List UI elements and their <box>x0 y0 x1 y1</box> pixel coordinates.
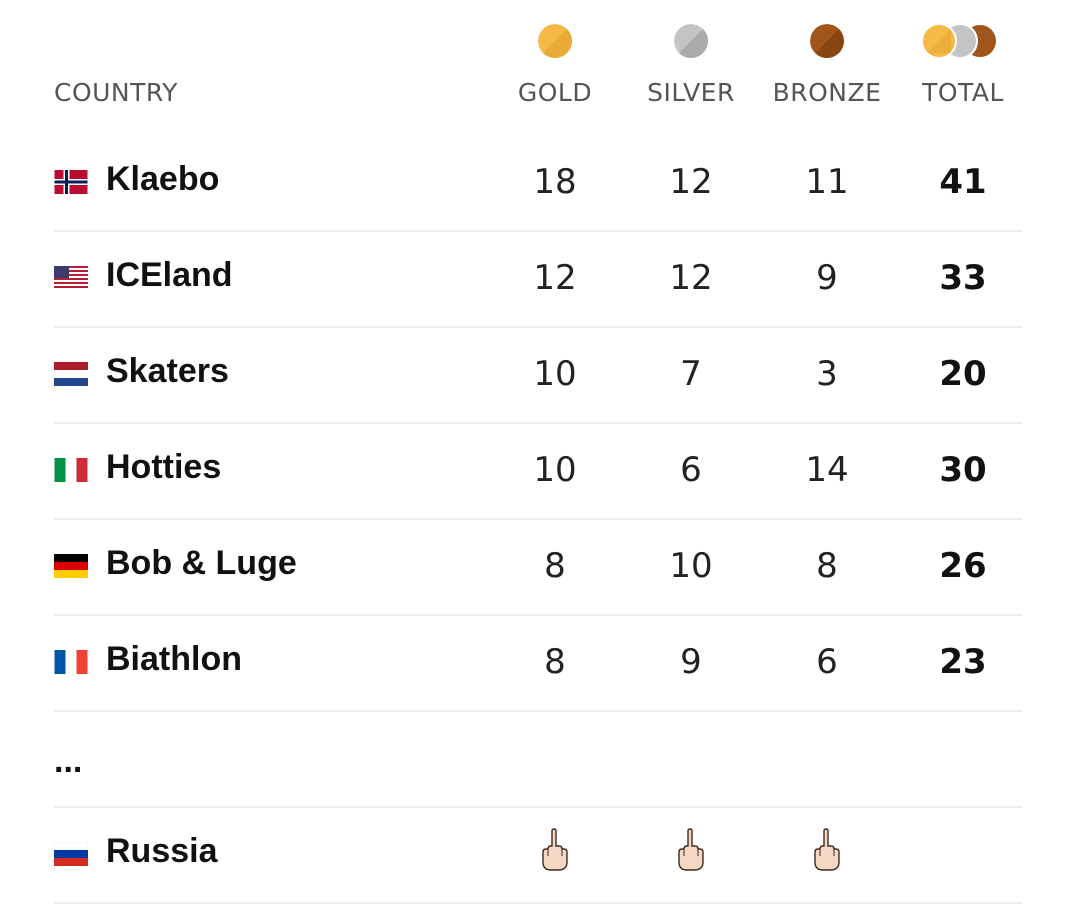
total-count: 33 <box>939 258 987 298</box>
silver-count: 10 <box>669 546 713 586</box>
italy-flag-icon <box>54 458 88 482</box>
middle-finger-icon <box>636 828 746 878</box>
country-name: Biathlon <box>106 640 242 678</box>
column-header-silver[interactable]: SILVER <box>647 78 735 107</box>
total-count: 41 <box>939 162 987 202</box>
total-count: 23 <box>939 642 987 682</box>
gold-count: 8 <box>544 546 566 586</box>
usa-flag-icon <box>54 266 88 290</box>
total-medals-icon <box>920 22 1000 62</box>
table-row[interactable]: Biathlon 8 9 6 23 <box>54 616 1022 712</box>
country-name: Skaters <box>106 352 229 390</box>
table-row[interactable]: Klaebo 18 12 11 41 <box>54 136 1022 232</box>
silver-medal-icon <box>674 24 708 58</box>
bronze-count: 11 <box>805 162 849 202</box>
gold-medal-icon <box>538 24 572 58</box>
germany-flag-icon <box>54 554 88 578</box>
ellipsis-row: ... <box>54 712 1022 808</box>
total-count: 30 <box>939 450 987 490</box>
total-count: 20 <box>939 354 987 394</box>
column-header-country[interactable]: COUNTRY <box>54 78 178 107</box>
total-count: 26 <box>939 546 987 586</box>
country-name: Klaebo <box>106 160 220 198</box>
gold-count: 18 <box>533 162 577 202</box>
silver-count: 7 <box>680 354 702 394</box>
country-name: Hotties <box>106 448 222 486</box>
bronze-medal-icon <box>810 24 844 58</box>
netherlands-flag-icon <box>54 362 88 386</box>
gold-count: 10 <box>533 450 577 490</box>
country-name: Russia <box>106 832 218 870</box>
silver-count: 9 <box>680 642 702 682</box>
country-name: ICEland <box>106 256 233 294</box>
bronze-count: 3 <box>816 354 838 394</box>
silver-count: 12 <box>669 162 713 202</box>
gold-count: 10 <box>533 354 577 394</box>
france-flag-icon <box>54 650 88 674</box>
middle-finger-icon <box>500 828 610 878</box>
ellipsis-text: ... <box>54 742 83 780</box>
table-row[interactable]: Bob & Luge 8 10 8 26 <box>54 520 1022 616</box>
country-name: Bob & Luge <box>106 544 297 582</box>
bronze-count: 8 <box>816 546 838 586</box>
norway-flag-icon <box>54 170 88 194</box>
gold-count: 8 <box>544 642 566 682</box>
column-header-total[interactable]: TOTAL <box>922 78 1004 107</box>
column-header-bronze[interactable]: BRONZE <box>772 78 882 107</box>
silver-count: 6 <box>680 450 702 490</box>
silver-count: 12 <box>669 258 713 298</box>
russia-flag-icon <box>54 842 88 866</box>
bronze-count: 9 <box>816 258 838 298</box>
bronze-count: 6 <box>816 642 838 682</box>
table-row[interactable]: Hotties 10 6 14 30 <box>54 424 1022 520</box>
gold-count: 12 <box>533 258 577 298</box>
table-row[interactable]: ICEland 12 12 9 33 <box>54 232 1022 328</box>
medal-icons-header <box>0 22 1078 62</box>
middle-finger-icon <box>772 828 882 878</box>
table-row[interactable]: Russia <box>54 808 1022 904</box>
bronze-count: 14 <box>805 450 849 490</box>
medal-table: Klaebo 18 12 11 41 ICEland 12 12 9 33 Sk… <box>54 136 1022 904</box>
column-header-gold[interactable]: GOLD <box>517 78 593 107</box>
table-row[interactable]: Skaters 10 7 3 20 <box>54 328 1022 424</box>
